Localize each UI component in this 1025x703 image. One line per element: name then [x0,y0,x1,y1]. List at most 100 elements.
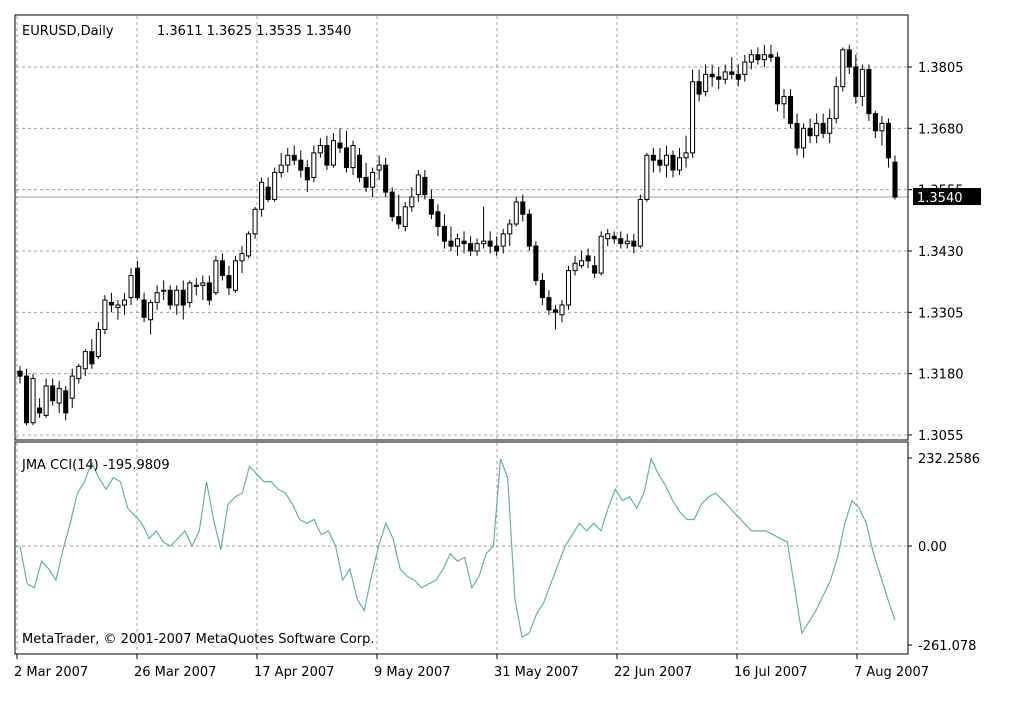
candle [246,231,252,259]
candle [200,275,206,301]
candle [239,246,245,274]
candle [304,160,310,193]
candle [631,233,637,254]
candle [618,231,624,249]
candle [128,268,134,305]
candle [468,236,474,256]
candle [520,194,526,222]
candle [546,290,552,315]
candle [513,197,519,227]
indicator-tick-label: 0.00 [918,540,947,555]
price-axis: 1.38051.36801.35551.34301.33051.31801.30… [908,61,964,444]
candle [428,189,434,220]
candle [774,52,780,112]
candle [311,145,317,183]
candle [872,111,878,139]
candle [494,236,500,256]
candle [827,108,833,144]
candle [565,265,572,310]
time-tick-label: 26 Mar 2007 [134,665,216,680]
candle [611,231,617,244]
candle [487,231,493,254]
candle [598,231,604,276]
candle [82,349,88,377]
candle [370,167,376,198]
candle [63,385,69,421]
main-pane-frame [14,14,909,441]
candle [787,89,794,129]
price-tick-label: 1.3055 [918,429,964,444]
candle [846,44,852,75]
time-tick-label: 9 May 2007 [374,665,451,680]
candle [454,233,461,256]
candle [644,152,650,202]
candle [148,300,154,335]
candle [657,147,663,173]
candle [474,238,480,256]
candle [180,280,186,320]
current-price-value: 1.3540 [917,191,963,206]
candle [683,135,689,168]
time-tick-label: 17 Apr 2007 [254,665,334,680]
candle [670,150,676,178]
candle [879,116,885,146]
candle [716,67,722,90]
candle [696,69,702,102]
current-price-tag: 1.3540 [913,188,981,206]
candle [461,231,467,254]
price-tick-label: 1.3680 [918,122,964,137]
candle [17,366,23,384]
candle [272,167,278,202]
price-tick-label: 1.3305 [918,306,964,321]
candle [761,44,767,67]
time-tick-label: 16 Jul 2007 [734,665,808,680]
symbol-title: EURUSD,Daily [22,24,114,39]
candle [435,204,441,237]
candle [552,304,558,330]
candle [89,339,95,369]
candle [108,292,114,313]
candle [703,64,709,97]
candle [853,54,859,104]
candle [357,147,363,183]
candle [174,285,180,315]
indicator-axis: 232.2586 0.00 -261.078 [908,452,980,654]
candle [729,57,735,80]
candle [866,64,872,121]
candle [690,69,696,158]
candle [748,49,754,70]
candle [259,177,265,217]
candle [389,187,395,222]
candle [481,206,487,249]
candle [533,241,539,286]
candle [742,54,748,82]
candle [885,118,891,168]
time-tick-label: 31 May 2007 [494,665,579,680]
candle [193,277,199,296]
candle [794,113,800,156]
candle [579,251,585,269]
candle [768,44,774,63]
candle [278,152,284,178]
candle [507,219,513,247]
candle [343,130,350,173]
candle [448,226,454,251]
candle [650,147,656,173]
price-tick-label: 1.3805 [918,61,964,76]
candle [324,135,330,171]
time-tick-label: 22 Jun 2007 [614,665,692,680]
candle [814,113,820,144]
candle [337,128,343,153]
candle [892,155,898,200]
indicator-pane-frame [14,441,909,655]
indicator-tick-label: 232.2586 [918,452,980,467]
candlestick-series [17,44,898,426]
candle [781,89,787,119]
candle [801,123,807,158]
candle [187,280,193,308]
candle [141,292,147,323]
candle [226,265,232,296]
candle [102,295,108,335]
copyright-watermark: MetaTrader, © 2001-2007 MetaQuotes Softw… [22,632,375,647]
